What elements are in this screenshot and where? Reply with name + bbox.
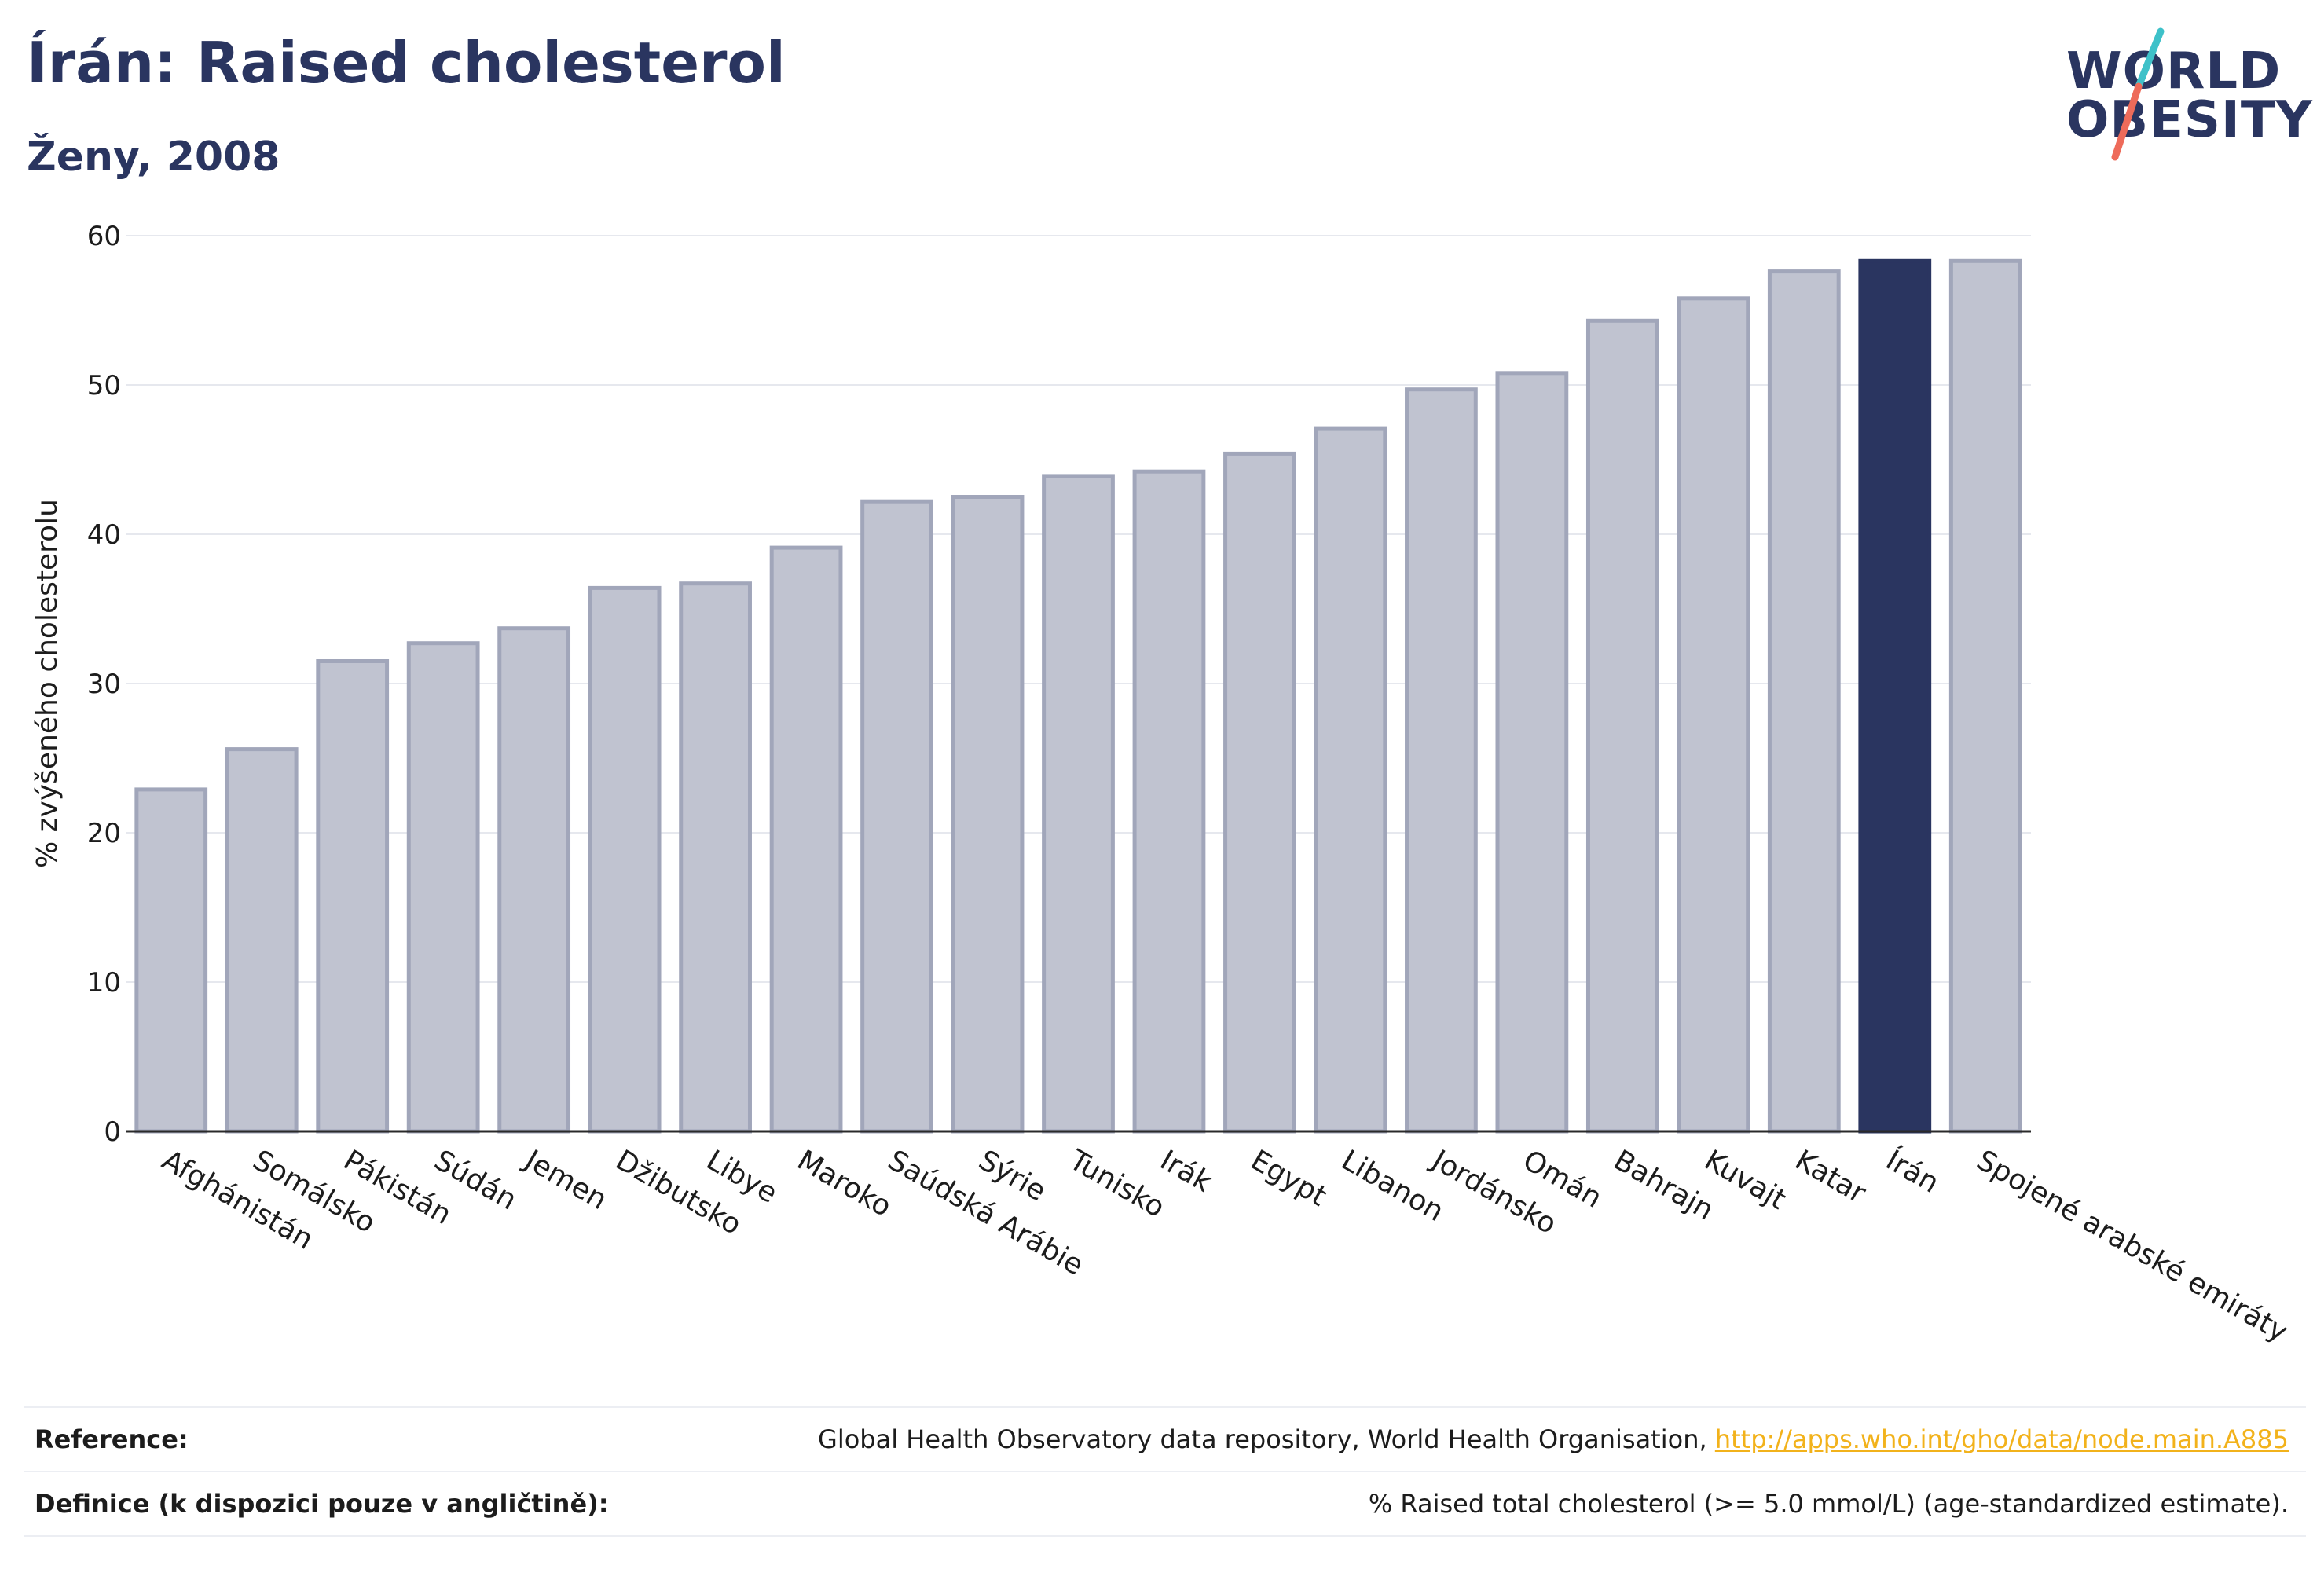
- footer: Reference: Global Health Observatory dat…: [24, 1406, 2306, 1537]
- y-tick-label: 60: [87, 221, 121, 252]
- footer-divider: [24, 1471, 2306, 1472]
- chart-title: Írán: Raised cholesterol: [27, 30, 786, 96]
- x-tick-label: Irák: [1154, 1144, 1217, 1199]
- bar-9: [951, 495, 1025, 1134]
- logo-text-obesity: OBESITY: [2066, 91, 2313, 149]
- x-tick-label: Egypt: [1245, 1144, 1332, 1212]
- definition-row: Definice (k dispozici pouze v angličtině…: [24, 1472, 2306, 1535]
- x-tick-label: Spojené arabské emiráty: [1971, 1144, 2293, 1348]
- bar-16: [1585, 318, 1659, 1134]
- bar-chart: 0 10 20 30 40 50 60 % zvýšeného cholesterolu Afg…: [31, 221, 2293, 1349]
- bar-8: [860, 499, 933, 1134]
- bar-5: [588, 585, 662, 1134]
- y-tick-label: 10: [87, 967, 121, 999]
- bar-17: [1677, 296, 1750, 1134]
- y-tick-label: 50: [87, 370, 121, 401]
- bar-12: [1223, 451, 1296, 1134]
- x-tick-label: Katar: [1790, 1144, 1871, 1210]
- x-tick-label: Jemen: [518, 1143, 612, 1216]
- bar-2: [316, 659, 390, 1134]
- definition-text: % Raised total cholesterol (>= 5.0 mmol/…: [1368, 1489, 2289, 1519]
- bar-15: [1495, 371, 1569, 1134]
- reference-label: Reference:: [35, 1424, 189, 1454]
- bar-6: [679, 581, 752, 1134]
- logo-slash-icon: [2111, 27, 2165, 161]
- bar-0: [134, 787, 208, 1134]
- reference-text: Global Health Observatory data repositor…: [818, 1424, 1707, 1454]
- x-tick-label: Libanon: [1336, 1144, 1449, 1228]
- reference-row: Reference: Global Health Observatory dat…: [24, 1408, 2306, 1471]
- bar-3: [406, 641, 480, 1134]
- bar-4: [497, 626, 571, 1134]
- y-tick-label: 0: [104, 1116, 121, 1148]
- bar-19: [1858, 258, 1932, 1134]
- bar-11: [1132, 469, 1206, 1134]
- world-obesity-logo: WORLD OBESITY: [2051, 24, 2313, 165]
- bar-1: [225, 747, 299, 1134]
- y-axis-title: % zvýšeného cholesterolu: [31, 499, 64, 868]
- reference-value: Global Health Observatory data repositor…: [818, 1424, 2306, 1454]
- footer-divider: [24, 1406, 2306, 1408]
- definition-label: Definice (k dispozici pouze v angličtině…: [35, 1489, 609, 1519]
- bar-7: [769, 545, 843, 1134]
- footer-divider: [24, 1535, 2306, 1537]
- bar-18: [1767, 269, 1841, 1134]
- y-tick-label: 30: [87, 669, 121, 700]
- x-tick-label: Írán: [1880, 1143, 1945, 1200]
- bar-10: [1042, 474, 1115, 1134]
- y-tick-label: 40: [87, 519, 121, 551]
- x-tick-label: Bahrajn: [1608, 1144, 1719, 1226]
- y-tick-label: 20: [87, 818, 121, 849]
- reference-link[interactable]: http://apps.who.int/gho/data/node.main.A…: [1714, 1424, 2289, 1454]
- x-tick-label: Tunisko: [1063, 1144, 1170, 1224]
- chart-subtitle: Ženy, 2008: [27, 134, 280, 181]
- logo-text-world: WORLD: [2066, 42, 2282, 101]
- bar-14: [1405, 387, 1478, 1134]
- bar-20: [1948, 258, 2022, 1134]
- bar-13: [1314, 426, 1387, 1134]
- x-tick-label: Maroko: [792, 1144, 897, 1223]
- x-tick-label: Afghánistán: [156, 1144, 318, 1256]
